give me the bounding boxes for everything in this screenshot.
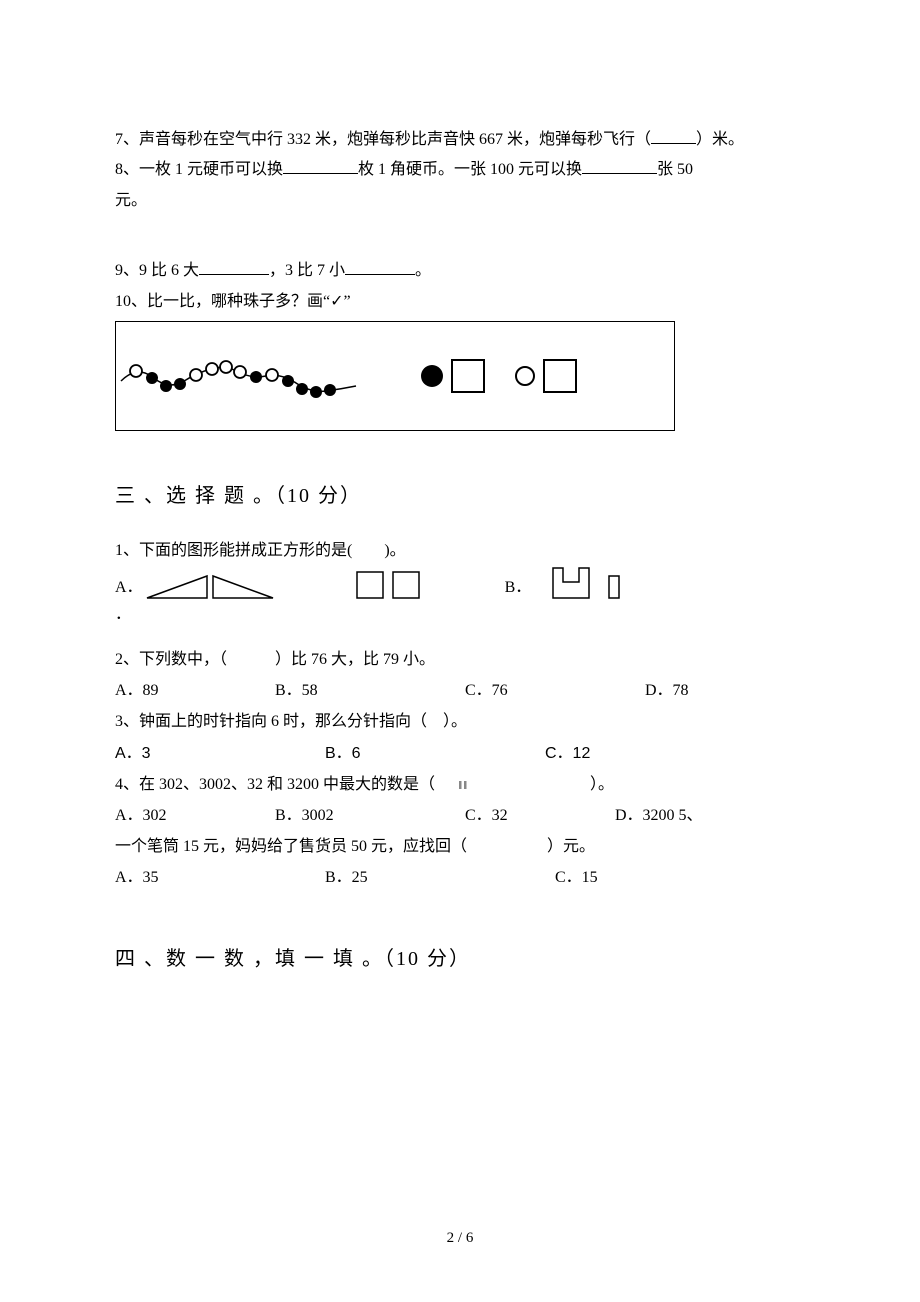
s3q4-opt-b[interactable]: B．3002	[275, 800, 465, 832]
s3q3-options: A．3 B．6 C．12	[115, 738, 805, 770]
question-9: 9、9 比 6 大 ，3 比 7 小 。	[115, 256, 805, 286]
question-8-line2: 元。	[115, 186, 805, 216]
s3q5-opt-b[interactable]: B．25	[325, 862, 555, 894]
q10-qc: ”	[344, 293, 351, 310]
black-bead-checkbox[interactable]	[451, 359, 485, 393]
s3q1-options: A． B．	[115, 566, 805, 600]
s3q5-opt-c[interactable]: C．15	[555, 862, 598, 894]
q9-p1: 9、9 比 6 大	[115, 262, 199, 279]
s3q4-opt-d[interactable]: D．3200 5、	[615, 800, 703, 832]
triangles-option-icon[interactable]	[145, 574, 275, 600]
page-number: 2 / 6	[0, 1230, 920, 1247]
s3q4-options: A．302 B．3002 C．32 D．3200 5、	[115, 800, 805, 832]
white-bead-option[interactable]	[515, 359, 577, 393]
q10-p1: 10、比一比，哪种珠子多？画	[115, 293, 323, 310]
q9-blank-1[interactable]	[199, 258, 269, 276]
s3q4-opt-a[interactable]: A．302	[115, 800, 275, 832]
white-bead-checkbox[interactable]	[543, 359, 577, 393]
q9-p3: 。	[415, 262, 431, 279]
question-7: 7、声音每秒在空气中行 332 米，炮弹每秒比声音快 667 米，炮弹每秒飞行（…	[115, 125, 805, 155]
q8-p4: 元。	[115, 192, 147, 209]
q8-p3: 张 50	[657, 161, 693, 178]
q7-blank[interactable]	[651, 126, 696, 144]
q8-p1: 8、一枚 1 元硬币可以换	[115, 161, 283, 178]
u-shape-option-icon[interactable]	[551, 566, 631, 600]
question-8: 8、一枚 1 元硬币可以换 枚 1 角硬币。一张 100 元可以换 张 50	[115, 155, 805, 185]
s3q2-opt-b[interactable]: B．58	[275, 675, 465, 707]
q7-prefix: 7、声音每秒在空气中行 332 米，炮弹每秒比声音快 667 米，炮弹每秒飞行（	[115, 131, 651, 148]
black-bead-option[interactable]	[421, 359, 485, 393]
q9-p2: ，3 比 7 小	[269, 262, 345, 279]
white-bead-icon	[515, 366, 535, 386]
s3q2-opt-c[interactable]: C．76	[465, 675, 645, 707]
s3q4-pre: 4、在 302、3002、32 和 3200 中最大的数是（	[115, 770, 435, 800]
s3-question-1: 1、下面的图形能拼成正方形的是( )。	[115, 536, 805, 566]
beads-comparison-box	[115, 321, 675, 431]
question-10: 10、比一比，哪种珠子多？画“✓”	[115, 287, 805, 317]
s3q3-opt-a[interactable]: A．3	[115, 738, 325, 770]
black-bead-icon	[421, 365, 443, 387]
s3q5-opt-a[interactable]: A．35	[115, 862, 325, 894]
s3q1-label-b: B．	[505, 575, 532, 601]
s3q2-opt-a[interactable]: A．89	[115, 675, 275, 707]
q9-blank-2[interactable]	[345, 258, 415, 276]
squares-option-icon[interactable]	[355, 570, 435, 600]
s3q4-opt-c[interactable]: C．32	[465, 800, 615, 832]
q8-blank-1[interactable]	[283, 157, 358, 175]
s3-question-2: 2、下列数中，（ ）比 76 大，比 79 小。	[115, 645, 805, 675]
q7-suffix: ）米。	[696, 131, 744, 148]
s3q5-options: A．35 B．25 C．15	[115, 862, 805, 894]
s3-question-3: 3、钟面上的时针指向 6 时，那么分针指向（ ）。	[115, 707, 805, 737]
section-3-title: 三 、选 择 题 。（10 分）	[115, 479, 805, 508]
beads-string-icon	[116, 341, 376, 411]
s3q3-opt-c[interactable]: C．12	[545, 738, 590, 770]
s3-question-5: 一个笔筒 15 元，妈妈给了售货员 50 元，应找回（ ）元。	[115, 832, 805, 862]
s3q1-label-a: A．	[115, 575, 143, 601]
s3q4-post: ）。	[590, 770, 614, 800]
q8-p2: 枚 1 角硬币。一张 100 元可以换	[358, 161, 582, 178]
section-4-title: 四 、数 一 数 ，填 一 填 。（10 分）	[115, 942, 805, 971]
s3q1-text: 1、下面的图形能拼成正方形的是( )。	[115, 542, 406, 559]
s3q1-dot: ．	[115, 600, 805, 630]
pause-icon	[435, 770, 490, 800]
q8-blank-2[interactable]	[582, 157, 657, 175]
s3q2-opt-d[interactable]: D．78	[645, 675, 765, 707]
s3q3-opt-b[interactable]: B．6	[325, 738, 545, 770]
s3-question-4: 4、在 302、3002、32 和 3200 中最大的数是（ ）。	[115, 770, 805, 800]
checkmark-icon: ✓	[330, 293, 343, 310]
s3q2-options: A．89 B．58 C．76 D．78	[115, 675, 805, 707]
